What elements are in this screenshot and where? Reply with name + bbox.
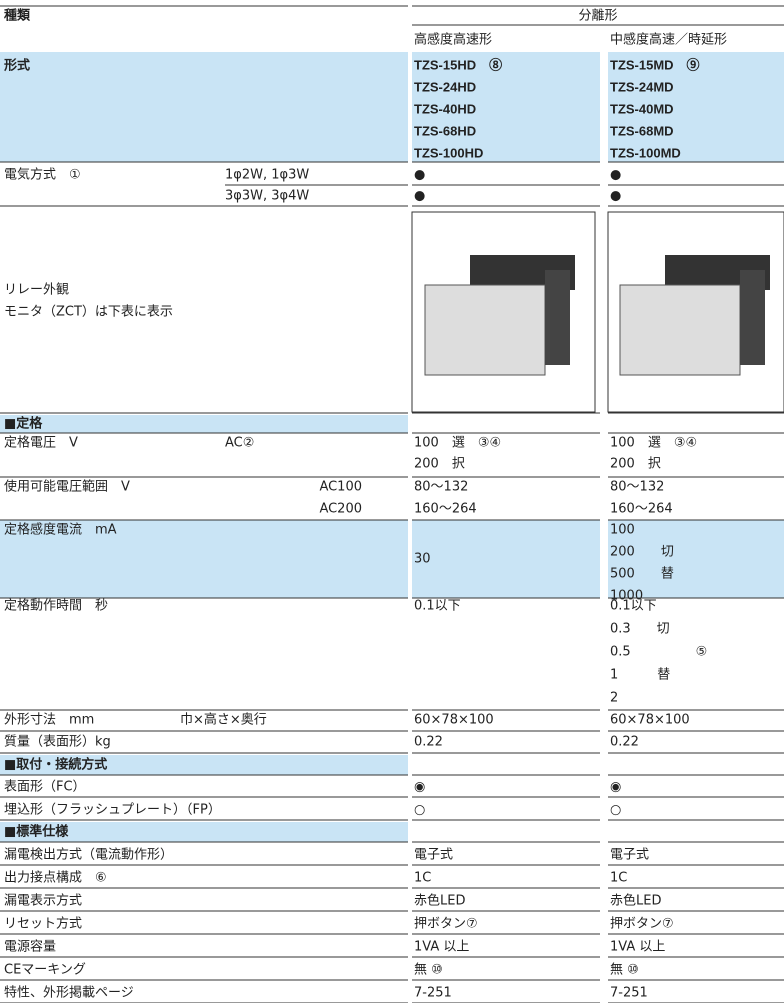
cell-value: 赤色LED: [414, 893, 465, 909]
relay-photo: [411, 211, 784, 413]
cell-value: TZS-15MD ⑨: [610, 57, 700, 72]
section-title: ■取付・接続方式: [4, 757, 107, 773]
cell-value: 1 替: [610, 668, 670, 683]
cell-value: 無 ⑩: [610, 963, 639, 978]
row-label: 漏電検出方式（電流動作形）: [4, 847, 173, 863]
cell-value: 30: [414, 552, 431, 567]
cell-value: 200 切: [610, 545, 674, 560]
cell-value: 電子式: [414, 848, 453, 863]
cell-value: TZS-40HD: [414, 101, 476, 116]
row-sublabel: 3φ3W, 3φ4W: [225, 189, 309, 204]
section-title: ■定格: [4, 416, 43, 432]
cell-value: 0.3 切: [610, 622, 670, 637]
cell-value: 60×78×100: [414, 713, 494, 728]
row-label: リセット方式: [4, 916, 82, 932]
row-label: 出力接点構成 ⑥: [4, 870, 107, 886]
row-label: 使用可能電圧範囲 V: [4, 479, 130, 495]
row-label: 電源容量: [4, 939, 56, 955]
row-label: リレー外観: [4, 283, 69, 298]
row-label: 形式: [4, 58, 30, 74]
cell-value: 0.1以下: [610, 599, 657, 614]
cell-value: 赤色LED: [610, 893, 661, 909]
group-header: 分離形: [578, 9, 617, 24]
cell-value: 60×78×100: [610, 713, 690, 728]
row-bg: [608, 52, 784, 162]
cell-value: 0.1以下: [414, 599, 461, 614]
cell-value: 7-251: [610, 986, 648, 1001]
cell-value: 80～132: [414, 480, 468, 495]
row-label: 表面形（FC）: [4, 780, 86, 795]
cell-value: TZS-15HD ⑧: [414, 57, 502, 72]
cell-value: ○: [610, 803, 621, 818]
row-label: 定格感度電流 mA: [4, 522, 117, 538]
cell-value: ○: [414, 803, 425, 818]
row-sublabel: 巾×高さ×奥行: [180, 712, 267, 728]
cell-value: TZS-100HD: [414, 145, 483, 160]
row-label: CEマーキング: [4, 963, 86, 978]
row-label: 定格動作時間 秒: [4, 598, 108, 614]
cell-value: 0.22: [610, 735, 639, 750]
row-label: 外形寸法 mm: [4, 713, 94, 728]
row-bg: [0, 52, 408, 162]
cell-value: 1000: [610, 589, 643, 604]
section-bg: [0, 415, 408, 433]
cell-value: 80～132: [610, 480, 664, 495]
cell-value: 1VA 以上: [610, 940, 665, 955]
cell-value: 1C: [414, 871, 431, 886]
cell-value: 100 選 ③④: [414, 436, 501, 451]
cell-value: 100: [610, 523, 635, 538]
cell-value: 1VA 以上: [414, 940, 469, 955]
row-bg: [412, 52, 600, 162]
row-sublabel: AC200: [319, 502, 362, 517]
cell-value: TZS-40MD: [610, 101, 674, 116]
cell-value: 0.5 ⑤: [610, 645, 707, 660]
cell-value: 1C: [610, 871, 627, 886]
cell-value: 7-251: [414, 986, 452, 1001]
row-bg: [608, 520, 784, 598]
section-bg: [0, 822, 408, 842]
row-sublabel: 1φ2W, 1φ3W: [225, 168, 309, 183]
cell-value: 0.22: [414, 735, 443, 750]
cell-value: 押ボタン⑦: [610, 917, 674, 932]
section-title: ■標準仕様: [4, 824, 69, 840]
cell-value: TZS-24HD: [414, 79, 476, 94]
cell-value: ●: [414, 189, 425, 204]
kind-header: 種類: [4, 8, 31, 24]
section-bg: [0, 755, 408, 775]
cell-value: 200 択: [610, 457, 661, 472]
cell-value: 100 選 ③④: [610, 436, 697, 451]
row-label: モニタ（ZCT）は下表に表示: [4, 305, 173, 320]
cell-value: 160～264: [414, 502, 477, 517]
cell-value: ●: [610, 189, 621, 204]
cell-value: ◉: [610, 780, 621, 795]
row-label: 漏電表示方式: [4, 893, 82, 909]
row-sublabel: AC100: [319, 480, 362, 495]
cell-value: 200 択: [414, 457, 465, 472]
cell-value: ●: [610, 168, 621, 183]
row-sublabel: AC②: [225, 436, 254, 451]
cell-value: TZS-24MD: [610, 79, 674, 94]
row-label: 定格電圧 V: [4, 435, 78, 451]
row-label: 電気方式 ①: [4, 167, 81, 183]
cell-value: TZS-68HD: [414, 123, 476, 138]
cell-value: 160～264: [610, 502, 673, 517]
cell-value: 無 ⑩: [414, 963, 443, 978]
row-label: 埋込形（フラッシュプレート）（FP）: [4, 803, 221, 818]
cell-value: 2: [610, 691, 618, 706]
cell-value: ◉: [414, 780, 425, 795]
type-header: 中感度高速／時延形: [610, 32, 727, 48]
cell-value: 押ボタン⑦: [414, 917, 478, 932]
row-label: 特性、外形掲載ページ: [4, 985, 134, 1001]
cell-value: 電子式: [610, 848, 649, 863]
row-bg: [412, 520, 600, 598]
cell-value: ●: [414, 168, 425, 183]
row-label: 質量（表面形）kg: [4, 735, 111, 750]
cell-value: TZS-68MD: [610, 123, 674, 138]
row-bg: [0, 520, 408, 598]
type-header: 高感度高速形: [414, 32, 492, 48]
cell-value: 500 替: [610, 567, 674, 582]
cell-value: TZS-100MD: [610, 145, 681, 160]
